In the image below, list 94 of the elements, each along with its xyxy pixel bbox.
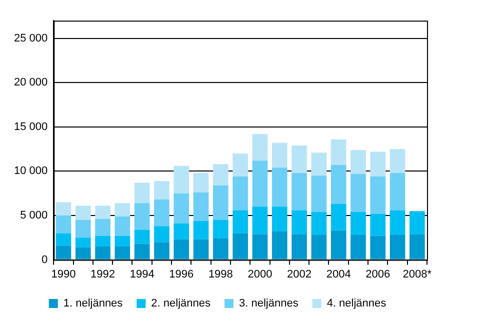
bar bbox=[252, 206, 268, 234]
bar bbox=[75, 206, 91, 220]
y-tick-label: 20 000 bbox=[14, 76, 48, 89]
bar bbox=[232, 233, 248, 260]
bar bbox=[350, 150, 366, 174]
bar bbox=[390, 149, 406, 173]
bar bbox=[154, 242, 170, 260]
bar bbox=[114, 203, 130, 216]
x-tick-label: 1990 bbox=[51, 268, 76, 280]
bar bbox=[75, 238, 91, 248]
bar bbox=[292, 146, 307, 173]
bar bbox=[350, 234, 366, 260]
bar bbox=[410, 211, 425, 234]
bar bbox=[330, 204, 346, 231]
bar bbox=[370, 236, 386, 260]
bar bbox=[272, 206, 288, 232]
bar bbox=[56, 246, 72, 260]
x-tick-label: 2002 bbox=[287, 268, 312, 280]
bar bbox=[134, 244, 150, 260]
bar bbox=[232, 176, 248, 210]
bar bbox=[193, 220, 209, 240]
bar bbox=[95, 219, 110, 236]
bar bbox=[154, 226, 170, 242]
bar bbox=[232, 153, 248, 177]
legend-label: 1. neljännes bbox=[63, 298, 124, 310]
bar bbox=[95, 236, 110, 247]
bar bbox=[350, 212, 366, 235]
bar bbox=[370, 176, 386, 214]
bar bbox=[350, 174, 366, 212]
bar bbox=[311, 176, 327, 212]
bar bbox=[134, 203, 150, 230]
bar bbox=[330, 139, 346, 166]
bar bbox=[75, 247, 91, 260]
bar bbox=[272, 231, 288, 260]
bar bbox=[56, 202, 72, 216]
x-tick-label: 1998 bbox=[208, 268, 233, 280]
bar bbox=[232, 210, 248, 234]
bar bbox=[213, 164, 228, 186]
bar bbox=[193, 239, 209, 260]
legend-label: 3. neljännes bbox=[239, 298, 299, 310]
bar bbox=[95, 246, 110, 260]
bar bbox=[311, 234, 327, 260]
bar bbox=[370, 152, 386, 177]
bar bbox=[213, 238, 228, 260]
bar bbox=[174, 223, 190, 240]
bar bbox=[213, 220, 228, 239]
x-tick-label: 1994 bbox=[130, 268, 154, 280]
bar bbox=[292, 210, 307, 234]
bar bbox=[193, 172, 209, 192]
x-tick-label: 2004 bbox=[326, 268, 351, 280]
bar bbox=[330, 165, 346, 204]
bar bbox=[95, 206, 110, 220]
x-tick-label: 2006 bbox=[366, 268, 390, 280]
bar bbox=[311, 152, 327, 176]
bar bbox=[311, 212, 327, 235]
bar bbox=[134, 230, 150, 244]
bar bbox=[114, 236, 130, 247]
y-tick-label: 5 000 bbox=[20, 210, 48, 222]
bar bbox=[252, 234, 268, 260]
y-tick-label: 10 000 bbox=[14, 165, 48, 178]
y-tick-label: 0 bbox=[42, 254, 48, 266]
bar bbox=[114, 246, 130, 260]
bar bbox=[292, 234, 307, 260]
bar bbox=[56, 233, 72, 246]
bar bbox=[56, 216, 72, 234]
bar bbox=[75, 220, 91, 238]
bar bbox=[390, 210, 406, 235]
bar bbox=[213, 185, 228, 220]
bar bbox=[174, 239, 190, 260]
bar bbox=[272, 142, 288, 168]
bar bbox=[330, 230, 346, 260]
bar bbox=[252, 160, 268, 207]
bar bbox=[390, 234, 406, 260]
bar bbox=[154, 200, 170, 226]
bar bbox=[154, 180, 170, 200]
bar bbox=[134, 182, 150, 204]
bar bbox=[174, 193, 190, 224]
bar bbox=[272, 168, 288, 207]
bar bbox=[174, 166, 190, 194]
bar bbox=[390, 172, 406, 210]
legend-label: 4. neljännes bbox=[326, 298, 387, 310]
x-tick-label: 1992 bbox=[90, 268, 116, 280]
x-tick-label: 1996 bbox=[169, 268, 194, 280]
bar bbox=[252, 134, 268, 161]
legend-label: 2. neljännes bbox=[151, 298, 211, 310]
bar bbox=[370, 214, 386, 236]
y-tick-label: 25 000 bbox=[14, 32, 48, 44]
x-tick-label: 2008* bbox=[402, 268, 432, 280]
bar bbox=[410, 234, 425, 260]
bar bbox=[114, 216, 130, 236]
bar bbox=[193, 192, 209, 221]
bar bbox=[292, 172, 307, 210]
x-tick-label: 2000 bbox=[248, 268, 272, 280]
y-tick-label: 15 000 bbox=[14, 120, 48, 133]
